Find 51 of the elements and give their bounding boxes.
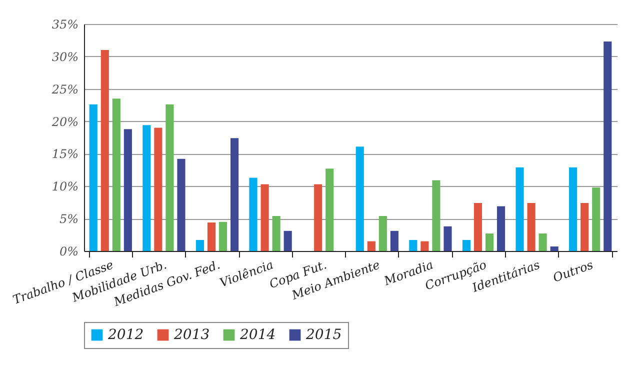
bar bbox=[569, 167, 578, 251]
bar bbox=[538, 233, 547, 251]
bar bbox=[230, 138, 239, 251]
bar bbox=[390, 230, 398, 251]
bar bbox=[462, 240, 470, 251]
x-tick-label: Outros bbox=[551, 258, 595, 285]
legend-label: 2012 bbox=[107, 327, 144, 343]
bar bbox=[527, 203, 536, 251]
bar bbox=[166, 104, 174, 251]
bar bbox=[177, 158, 186, 251]
bar bbox=[378, 216, 387, 251]
bar bbox=[249, 178, 258, 251]
bar bbox=[432, 180, 440, 251]
bar bbox=[580, 203, 589, 251]
bar bbox=[100, 50, 109, 251]
legend-label: 2015 bbox=[305, 327, 342, 343]
y-tick-label: 5% bbox=[59, 212, 78, 226]
bar bbox=[356, 146, 364, 251]
bar bbox=[409, 240, 418, 251]
bar bbox=[485, 233, 494, 251]
bar bbox=[474, 203, 482, 251]
bar bbox=[550, 246, 558, 251]
y-tick-label: 25% bbox=[50, 82, 78, 96]
bar bbox=[604, 42, 612, 251]
bar bbox=[142, 125, 151, 251]
y-tick-label: 15% bbox=[52, 147, 78, 162]
bar bbox=[326, 168, 334, 251]
y-tick-label: 35% bbox=[52, 18, 78, 32]
bar bbox=[89, 104, 98, 251]
bar bbox=[497, 206, 506, 251]
bar bbox=[196, 240, 204, 251]
y-tick-label: 0% bbox=[59, 244, 78, 258]
bar bbox=[516, 167, 524, 251]
bar bbox=[444, 226, 452, 251]
bar bbox=[592, 187, 600, 251]
bar bbox=[284, 230, 292, 251]
y-tick-label: 20% bbox=[50, 114, 78, 129]
legend-label: 2014 bbox=[239, 327, 276, 343]
bar bbox=[272, 216, 280, 251]
y-tick-label: 10% bbox=[52, 180, 78, 194]
bar bbox=[218, 222, 228, 251]
bar bbox=[420, 241, 429, 251]
bar bbox=[154, 128, 162, 251]
bar bbox=[112, 98, 120, 251]
bar bbox=[314, 184, 322, 251]
y-tick-label: 30% bbox=[52, 50, 78, 64]
legend-label: 2013 bbox=[173, 327, 210, 343]
bar bbox=[124, 129, 132, 251]
bar bbox=[207, 222, 216, 251]
bar bbox=[367, 241, 376, 251]
bar bbox=[260, 184, 269, 251]
